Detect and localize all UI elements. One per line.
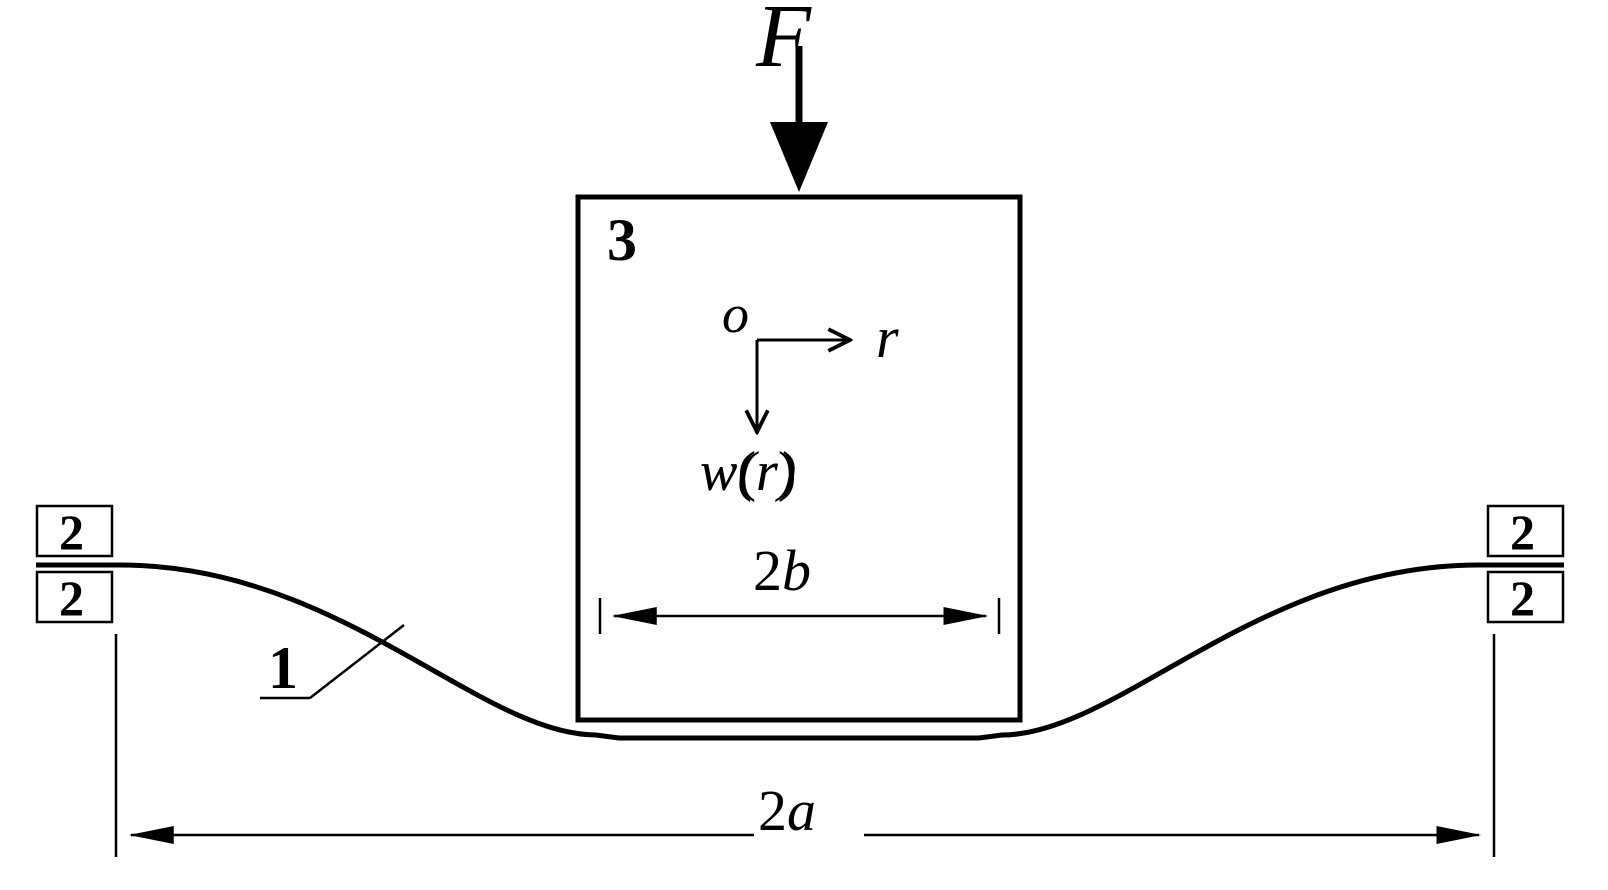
dim-outer-label: 2a <box>758 778 816 843</box>
membrane-id-text: 1 <box>268 635 298 701</box>
block-id-label: 3 <box>607 207 637 273</box>
clamp-left-bottom: 2 <box>37 570 112 626</box>
membrane-id-label: 1 <box>260 625 404 701</box>
svg-text:2: 2 <box>1510 570 1535 626</box>
diagram-canvas: F 3 o r w(r) ‎ w(r) 2b 1 <box>0 0 1608 890</box>
force-label: F <box>755 0 812 86</box>
indenter-block: 3 <box>578 197 1020 720</box>
deflection-label-styled: w(r) <box>700 441 796 503</box>
svg-text:2: 2 <box>59 570 84 626</box>
svg-text:2: 2 <box>59 504 84 560</box>
dim-inner-label: 2b <box>753 538 811 603</box>
radial-label: r <box>876 305 899 370</box>
clamp-right-bottom: 2 <box>1488 570 1563 626</box>
origin-label: o <box>722 284 749 344</box>
svg-text:2: 2 <box>1510 504 1535 560</box>
clamp-left-top: 2 <box>37 504 112 560</box>
force-arrow: F <box>755 0 828 192</box>
clamp-right-top: 2 <box>1488 504 1563 560</box>
